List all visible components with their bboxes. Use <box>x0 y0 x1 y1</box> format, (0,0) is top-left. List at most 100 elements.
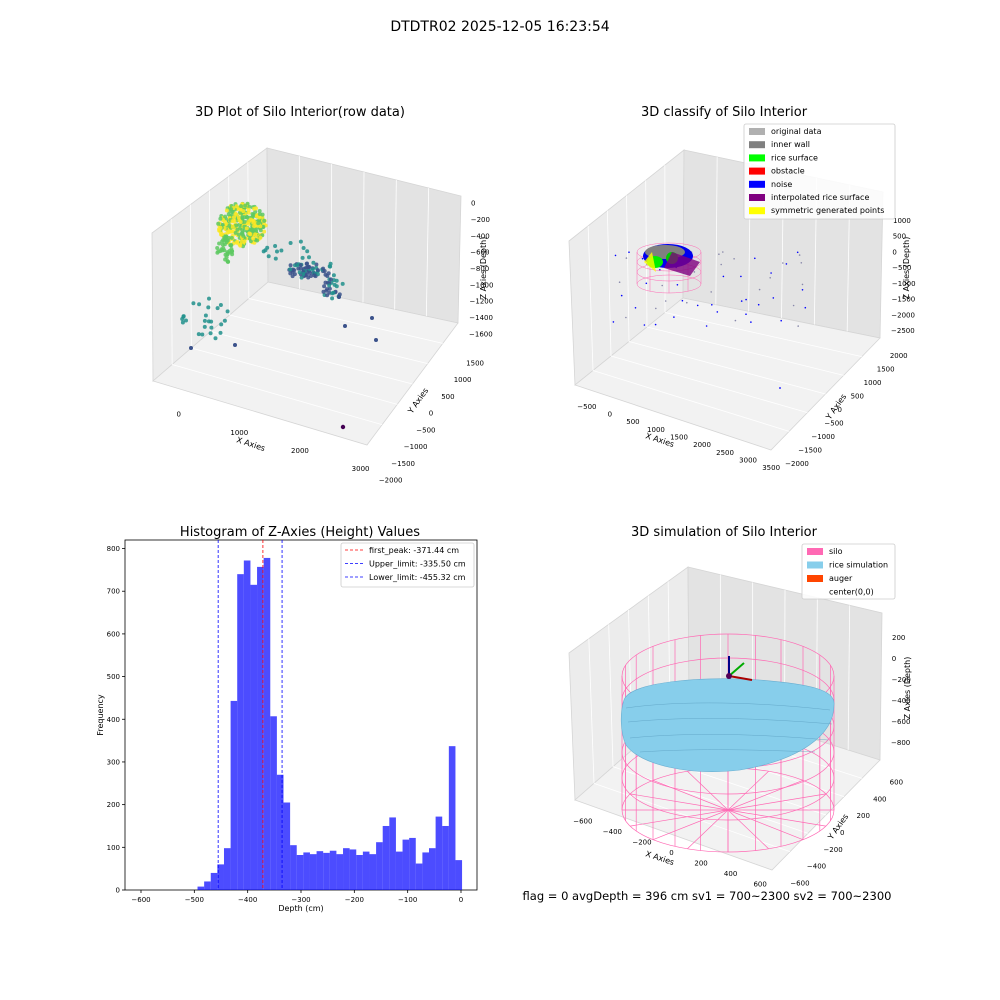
raw-point <box>337 295 341 299</box>
hist-bars <box>197 557 463 890</box>
raw-point <box>181 314 186 319</box>
hist-bar <box>349 849 357 890</box>
hist-x-tick-label: −100 <box>398 896 417 904</box>
cls-x-tick-label: 500 <box>626 418 639 426</box>
classify-point <box>750 321 752 323</box>
hist-bar <box>263 557 271 890</box>
hist-x-tick-label: −500 <box>185 896 204 904</box>
sim-x-tick-label: 0 <box>669 849 673 857</box>
classify-point <box>643 324 646 326</box>
raw-point <box>331 290 336 295</box>
raw-point <box>325 287 330 292</box>
raw-point <box>218 303 223 307</box>
raw-z-label: Z Axies (Depth) <box>479 237 488 300</box>
raw-y-tick-label: −2000 <box>379 477 403 485</box>
classify-point <box>722 275 725 278</box>
hist-bar <box>343 848 350 890</box>
raw-point <box>238 243 243 248</box>
raw-point <box>225 309 230 314</box>
classify-point <box>780 319 782 322</box>
hist-bar <box>290 845 297 890</box>
hist-bar <box>442 825 449 890</box>
hist-bar <box>389 817 396 890</box>
hist-bar <box>197 886 205 890</box>
hist-y-tick-label: 200 <box>107 801 120 809</box>
raw-y-tick-label: −1500 <box>391 460 415 468</box>
classify-legend-swatch <box>749 128 765 135</box>
raw-point <box>240 216 245 221</box>
sim-y-tick-label: −400 <box>807 863 826 871</box>
hist-bar <box>270 716 277 890</box>
raw-point <box>200 332 205 337</box>
raw-point <box>207 296 211 301</box>
sim-z-tick-label: −800 <box>891 739 910 747</box>
raw-point <box>300 255 305 260</box>
raw-point <box>304 272 309 277</box>
raw-data-points <box>180 201 378 430</box>
raw-point <box>223 214 228 219</box>
raw-point <box>209 319 214 324</box>
raw-point <box>370 316 374 320</box>
raw-point <box>203 313 208 318</box>
raw-point <box>308 270 312 275</box>
raw-point <box>233 343 237 347</box>
classify-point <box>710 291 712 293</box>
classify-legend-swatch <box>749 141 765 149</box>
raw-point <box>229 247 234 251</box>
sim-legend: silo rice simulation auger center(0,0) <box>801 543 896 600</box>
sim-x-tick-label: 600 <box>753 881 766 889</box>
classify-legend-swatch <box>749 154 765 162</box>
cls-z-tick-label: −1500 <box>892 296 916 304</box>
raw-point <box>230 219 235 224</box>
raw-point <box>219 232 223 237</box>
panel-raw-data: 3D Plot of Silo Interior(row data) 0 1000… <box>151 105 493 485</box>
hist-y-tick-label: 700 <box>107 588 120 596</box>
classify-point <box>673 316 675 318</box>
hist-bar <box>303 852 310 890</box>
classify-legend-label: obstacle <box>771 167 805 176</box>
raw-y-tick-label: 0 <box>429 410 433 418</box>
raw-point <box>230 224 235 229</box>
raw-point <box>220 248 225 253</box>
sim-y-tick-label: 600 <box>890 778 903 786</box>
classify-point <box>625 257 628 259</box>
raw-z-tick-label: −200 <box>471 216 490 224</box>
raw-point <box>215 246 220 250</box>
raw-x-tick-label: 1000 <box>230 429 248 437</box>
raw-point <box>258 235 263 240</box>
classify-point <box>772 297 775 299</box>
raw-point <box>189 346 193 350</box>
sim-legend-swatch <box>807 548 823 555</box>
classify-legend-swatch <box>749 194 765 201</box>
raw-point <box>295 263 300 268</box>
raw-point <box>215 306 220 311</box>
raw-point <box>218 330 223 335</box>
classify-point <box>745 313 747 316</box>
raw-point <box>242 219 247 224</box>
hist-bar <box>415 863 423 890</box>
raw-point <box>247 231 252 236</box>
cls-y-tick-label: −500 <box>824 419 843 427</box>
raw-point <box>184 318 188 323</box>
sim-legend-label: auger <box>829 574 853 583</box>
classify-point <box>696 304 699 307</box>
raw-point <box>332 282 337 287</box>
sim-z-tick-label: −600 <box>891 718 910 726</box>
raw-point <box>301 246 306 250</box>
classify-legend: original data inner wall rice surface obsta… <box>743 123 896 220</box>
classify-point <box>686 301 688 304</box>
classify-point <box>705 325 708 327</box>
classify-rice-surface <box>643 244 700 276</box>
hist-bar <box>395 851 403 890</box>
hist-bar <box>362 851 370 890</box>
hist-bar <box>223 848 231 890</box>
sim-z-tick-label: 200 <box>892 634 905 642</box>
classify-point <box>614 254 617 257</box>
panel-histogram: Histogram of Z-Axies (Height) Values −60… <box>96 525 478 913</box>
raw-point <box>206 305 211 310</box>
classify-point <box>659 269 661 271</box>
cls-x-tick-label: 3500 <box>762 464 780 472</box>
cls-x-tick-label: 2000 <box>693 441 711 449</box>
classify-legend-swatch <box>749 207 765 215</box>
